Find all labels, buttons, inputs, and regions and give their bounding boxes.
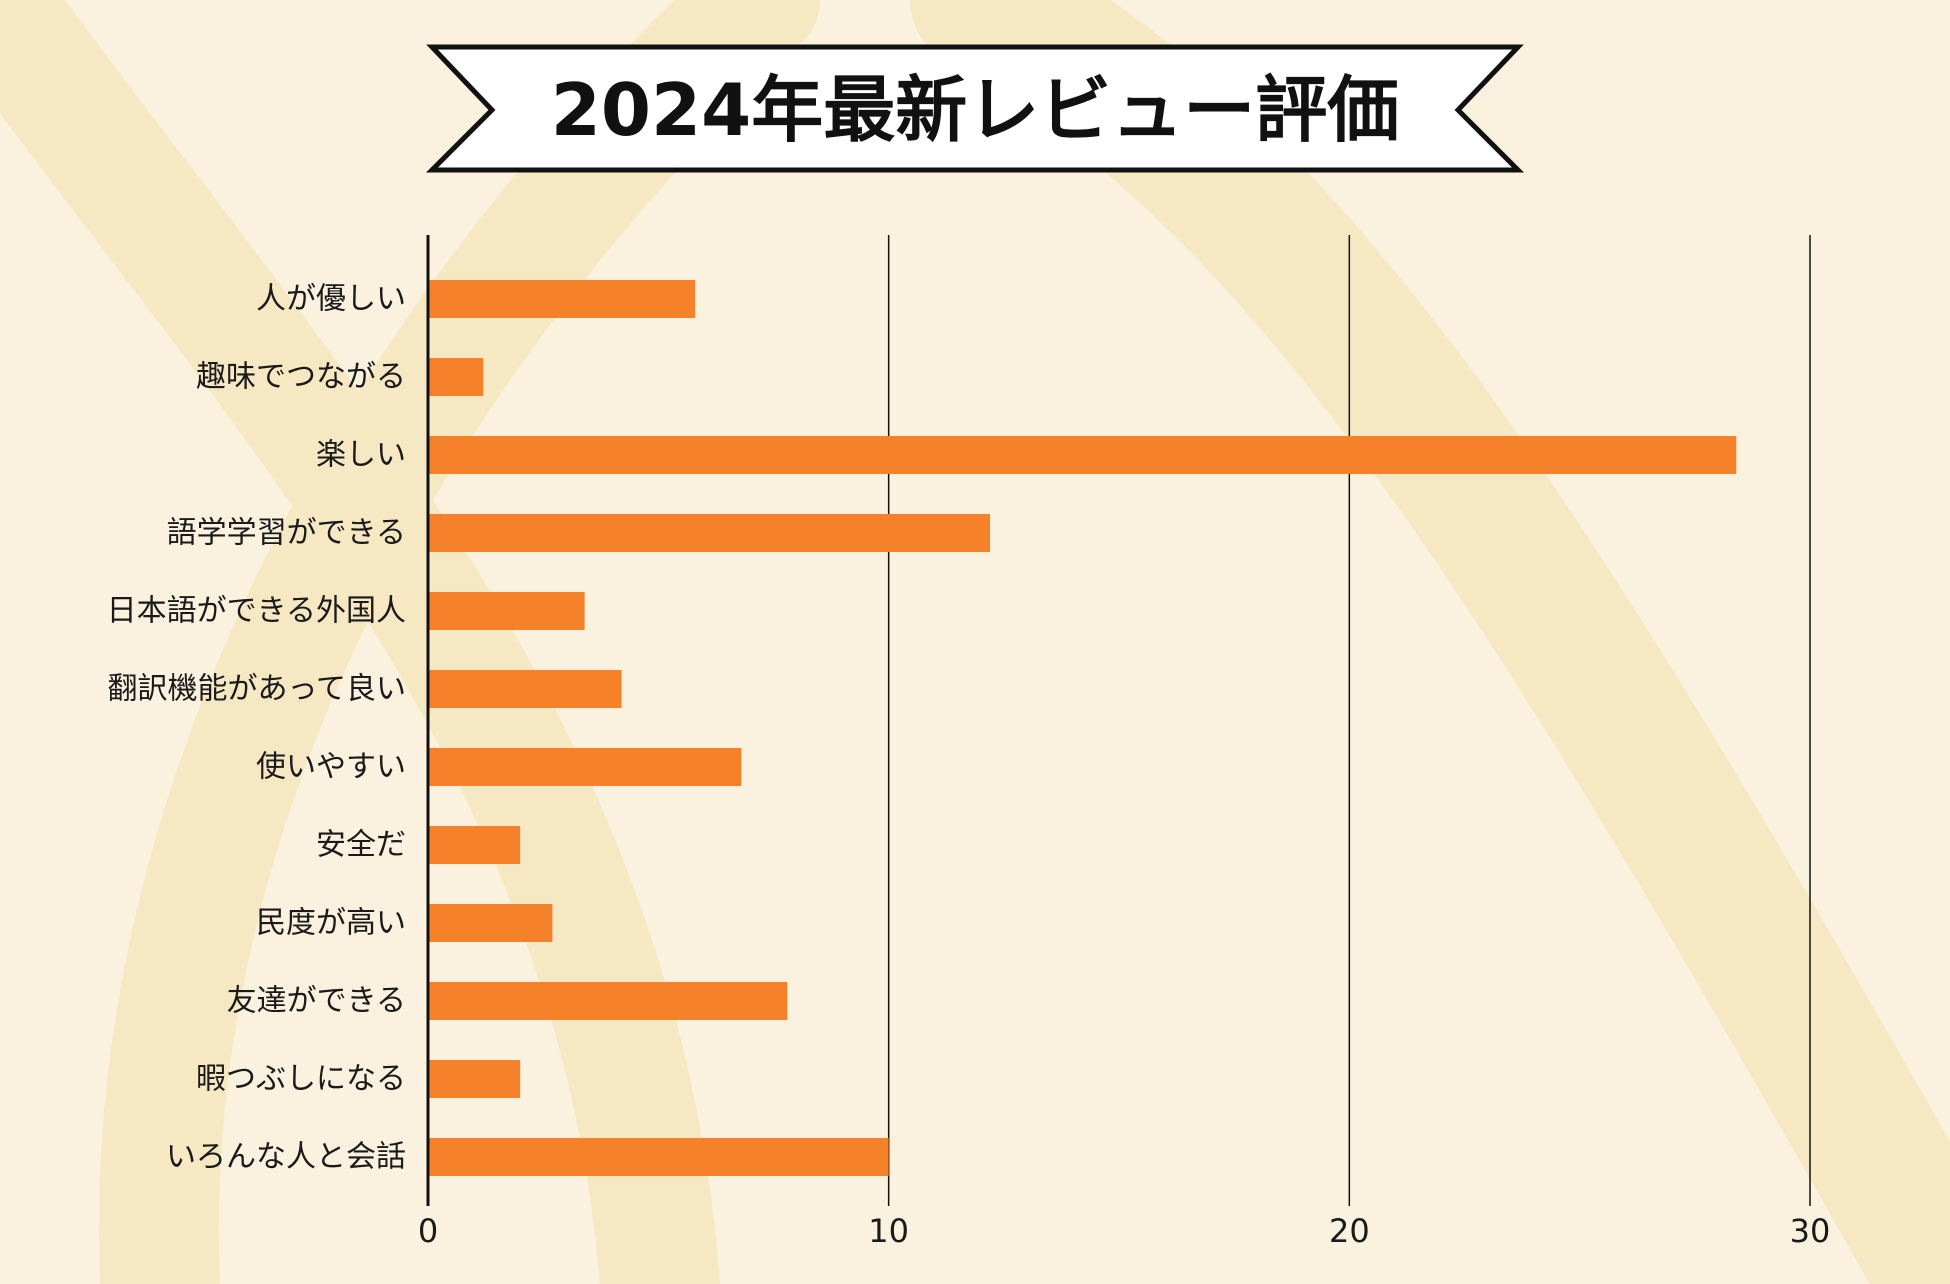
bar <box>428 904 553 942</box>
bar <box>428 1138 889 1176</box>
x-tick-label: 30 <box>1790 1212 1831 1250</box>
bar <box>428 670 622 708</box>
category-label: 日本語ができる外国人 <box>107 594 406 629</box>
x-tick-label: 10 <box>868 1212 909 1250</box>
category-label: 人が優しい <box>256 282 406 317</box>
category-label: 翻訳機能があって良い <box>108 672 407 707</box>
bar <box>428 280 696 318</box>
category-label: いろんな人と会話 <box>166 1140 406 1175</box>
category-label: 民度が高い <box>256 906 406 941</box>
category-label: 趣味でつながる <box>196 360 406 395</box>
bar <box>428 436 1737 474</box>
bar <box>428 1060 521 1098</box>
x-tick-label: 20 <box>1329 1212 1370 1250</box>
category-labels: 人が優しい趣味でつながる楽しい語学学習ができる日本語ができる外国人翻訳機能があっ… <box>107 282 406 1175</box>
bar <box>428 748 742 786</box>
bar <box>428 826 521 864</box>
category-label: 使いやすい <box>256 750 406 785</box>
chart-title: 2024年最新レビュー評価 <box>551 68 1399 152</box>
x-tick-labels: 0 10 20 30 <box>418 1212 1831 1250</box>
category-label: 語学学習ができる <box>167 516 406 551</box>
bar <box>428 514 991 552</box>
title-banner: 2024年最新レビュー評価 <box>425 44 1525 173</box>
category-label: 暇つぶしになる <box>196 1062 406 1097</box>
bar <box>428 982 788 1020</box>
bar <box>428 592 585 630</box>
category-label: 楽しい <box>316 438 406 473</box>
background-swoosh-right <box>910 0 1950 1284</box>
category-label: 友達ができる <box>227 984 406 1019</box>
bar <box>428 358 484 396</box>
x-tick-label: 0 <box>418 1212 438 1250</box>
gridlines <box>887 235 1811 1206</box>
category-label: 安全だ <box>316 828 406 863</box>
bars <box>428 280 1737 1176</box>
title-banner-ribbon <box>425 44 1525 173</box>
